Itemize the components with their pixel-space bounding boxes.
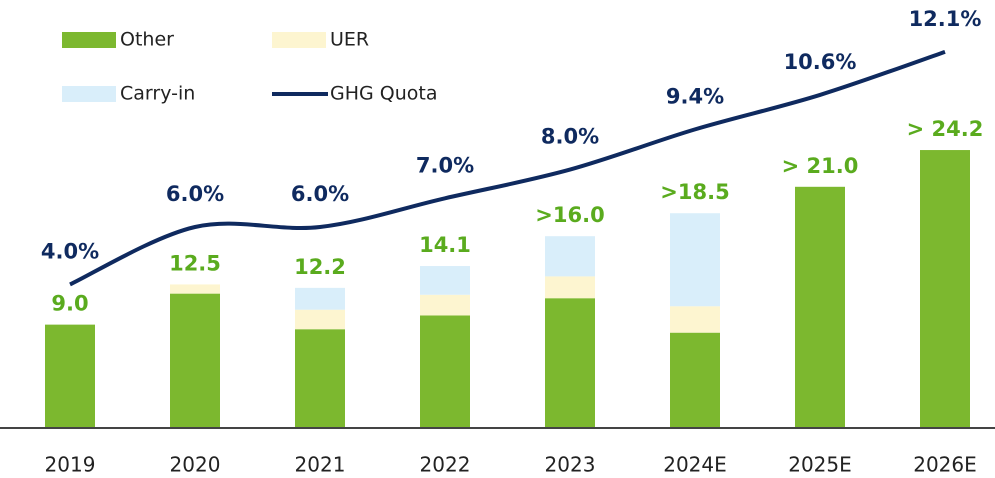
x-tick-label: 2022 <box>420 453 471 477</box>
total-label: 14.1 <box>419 233 471 257</box>
legend-swatch <box>62 86 116 102</box>
line-label: 6.0% <box>291 182 349 206</box>
line-series <box>69 49 946 287</box>
bar-segment <box>670 332 720 428</box>
line-label: 12.1% <box>909 7 982 31</box>
line-label: 4.0% <box>41 239 99 263</box>
bar-segment <box>545 236 595 277</box>
total-label: > 21.0 <box>782 154 859 178</box>
x-tick-label: 2020 <box>170 453 221 477</box>
bar-segment <box>170 284 220 294</box>
total-label: 9.0 <box>51 292 88 316</box>
legend-label: GHG Quota <box>330 83 438 105</box>
bar-segment <box>545 298 595 428</box>
x-tick-label: 2026E <box>913 453 977 477</box>
bar-segment <box>295 287 345 310</box>
total-label: 12.2 <box>294 255 346 279</box>
bar-segment <box>295 329 345 428</box>
line-label: 10.6% <box>784 50 857 74</box>
x-tick-label: 2021 <box>295 453 346 477</box>
bar-segment <box>420 266 470 295</box>
bar-segment <box>295 309 345 330</box>
bar-segment <box>420 315 470 428</box>
legend-swatch <box>62 32 116 48</box>
x-tick-label: 2025E <box>788 453 852 477</box>
bar-segment <box>45 324 95 428</box>
bar-segment <box>545 276 595 299</box>
bar-segment <box>670 213 720 307</box>
line-label: 7.0% <box>416 153 474 177</box>
bar-segment <box>795 186 845 428</box>
legend-swatch <box>272 32 326 48</box>
total-label: > 24.2 <box>907 117 984 141</box>
legend-label: Other <box>120 29 174 51</box>
total-label: >16.0 <box>535 203 604 227</box>
x-tick-label: 2019 <box>45 453 96 477</box>
bar-segment <box>670 306 720 333</box>
line-label: 8.0% <box>541 125 599 149</box>
x-tick-label: 2024E <box>663 453 727 477</box>
line-label: 6.0% <box>166 182 224 206</box>
total-label: >18.5 <box>660 180 729 204</box>
legend-label: Carry-in <box>120 83 195 105</box>
bar-segment <box>920 150 970 428</box>
x-tick-label: 2023 <box>545 453 596 477</box>
legend-label: UER <box>330 29 369 51</box>
total-label: 12.5 <box>169 251 221 275</box>
bar-segment <box>170 293 220 428</box>
line-label: 9.4% <box>666 84 724 108</box>
bar-segment <box>420 294 470 316</box>
